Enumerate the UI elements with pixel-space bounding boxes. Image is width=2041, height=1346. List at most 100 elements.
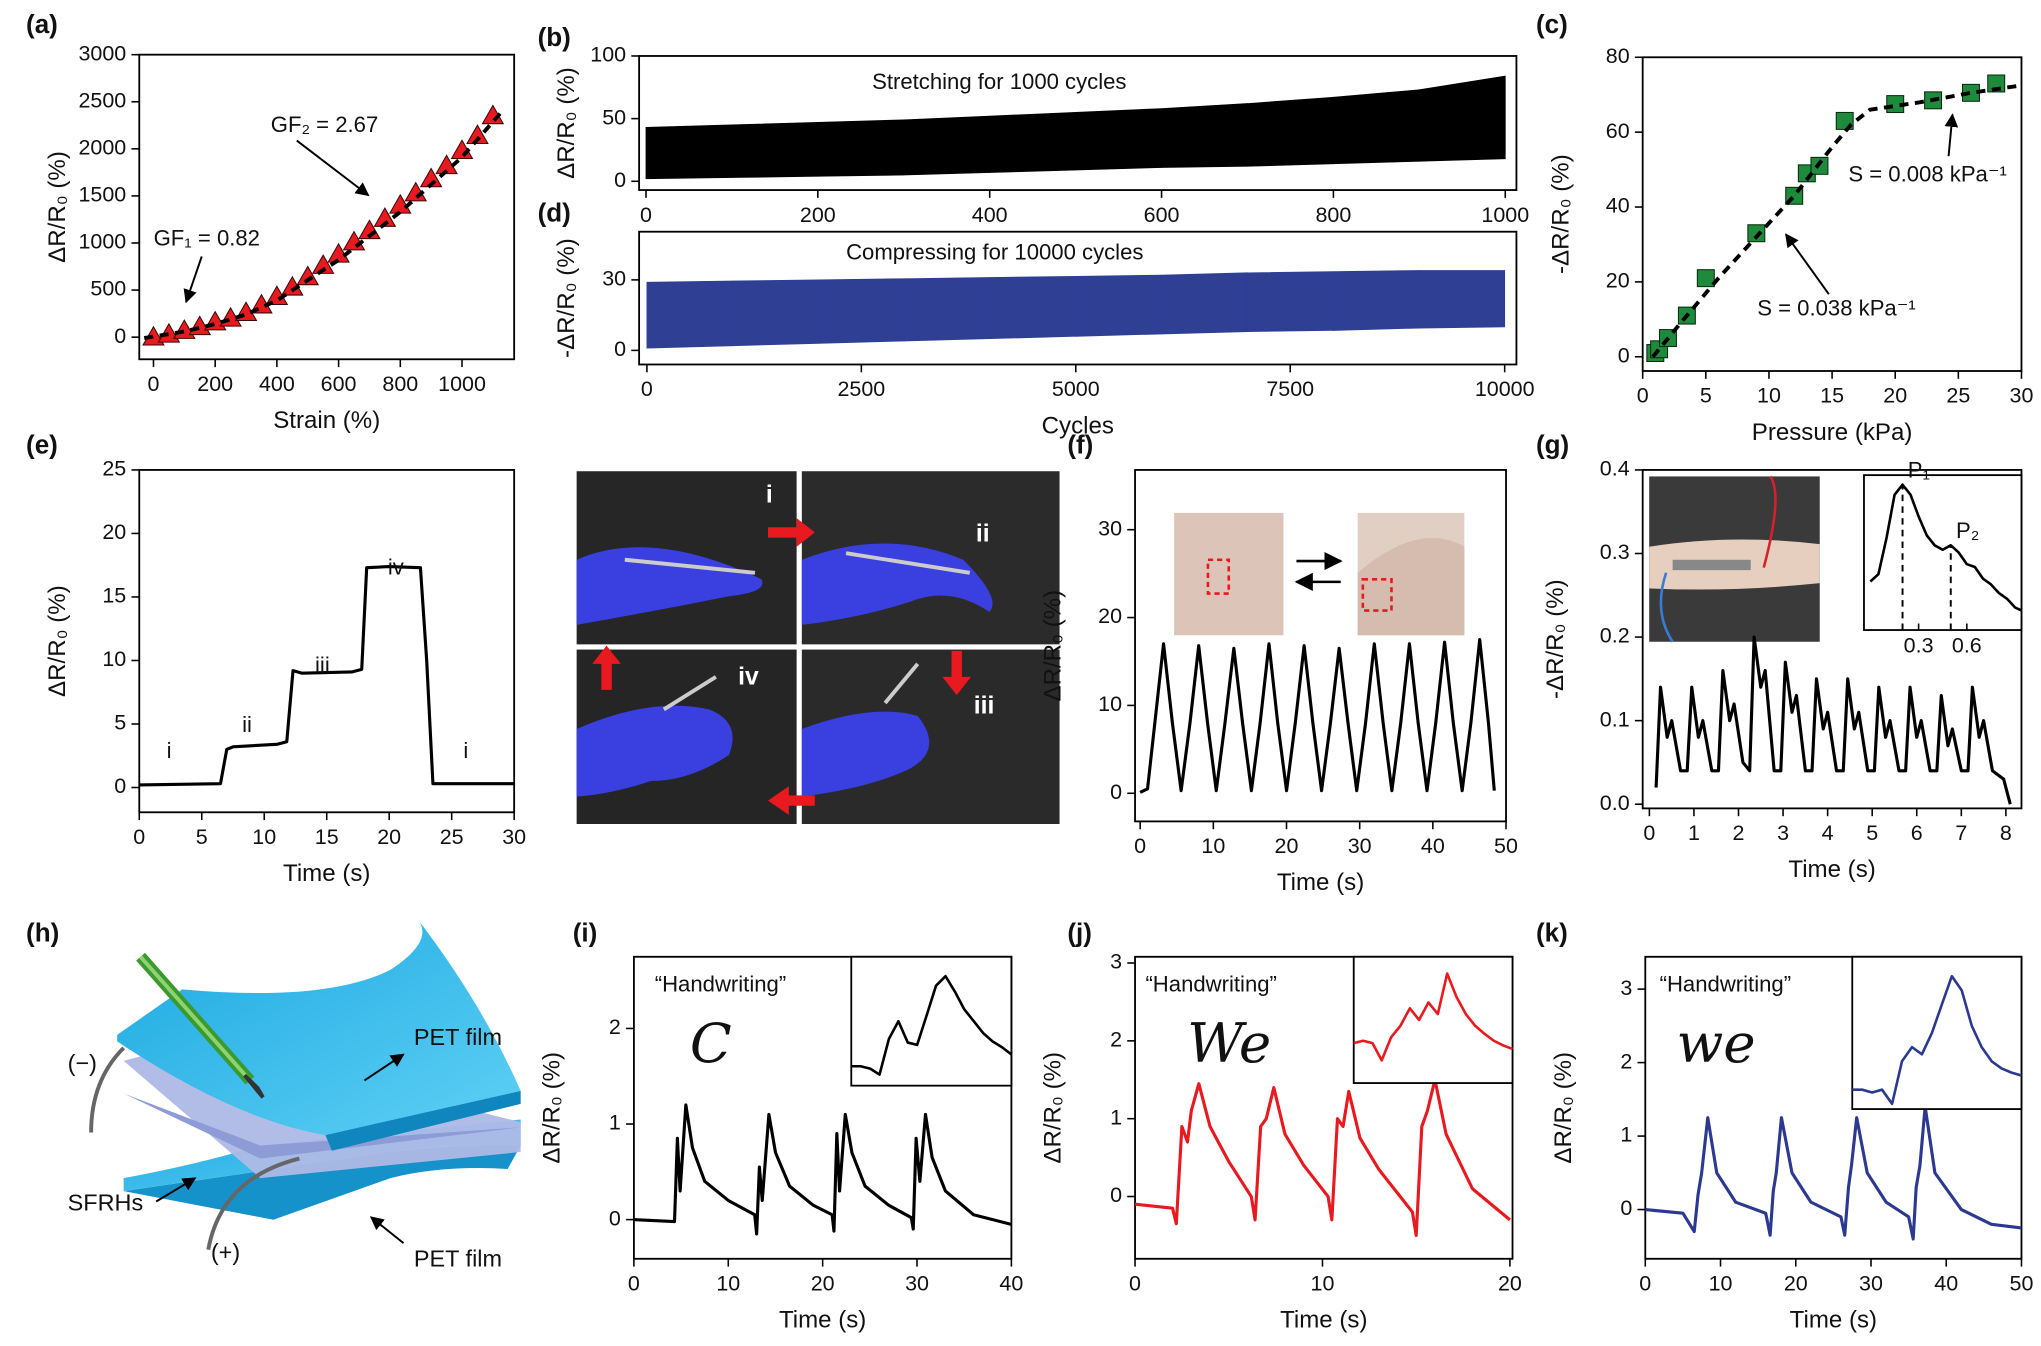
x-tick-label: 0: [147, 372, 159, 396]
y-tick-label: 50: [602, 105, 626, 129]
x-tick-label: 0: [1129, 1271, 1141, 1295]
annotation-arrow: [183, 256, 203, 304]
data-line: [1645, 1105, 2022, 1241]
x-tick-label: 20: [811, 1271, 835, 1295]
y-axis-label: ΔR/R₀ (%): [44, 151, 71, 263]
annotation: GF₁ = 0.82: [154, 225, 260, 250]
plot-frame: [632, 955, 1013, 1260]
inset-frame: [1863, 474, 2023, 631]
x-tick-label: 0: [1637, 384, 1649, 408]
electrode-wire: [206, 1156, 300, 1251]
data-point: [466, 124, 489, 144]
x-tick-label: 40: [999, 1271, 1023, 1295]
wire: [662, 675, 717, 712]
panel-label: (g): [1536, 429, 1569, 459]
x-tick-label: 200: [197, 372, 233, 396]
x-axis-label: Cycles: [1042, 412, 1114, 439]
y-axis-label: ΔR/R₀ (%): [1040, 1052, 1067, 1164]
y-tick-label: 30: [1098, 516, 1122, 540]
x-tick-label: 0: [133, 825, 145, 849]
annotation: Stretching for 1000 cycles: [872, 69, 1126, 94]
panel-label: (j): [1067, 918, 1092, 948]
x-axis-label: Time (s): [1788, 856, 1875, 883]
y-axis-label: ΔR/R₀ (%): [44, 585, 71, 697]
plot-frame: [1134, 469, 1507, 823]
x-tick-label: 10: [252, 825, 276, 849]
handwriting: C: [690, 1011, 732, 1075]
x-tick-label: 600: [321, 372, 357, 396]
y-tick-label: 2500: [78, 88, 126, 112]
signal-envelope: [1418, 270, 1506, 329]
y-tick-label: 20: [1606, 269, 1630, 293]
plot-area: [1135, 1078, 1511, 1238]
x-tick-label: 20: [1498, 1271, 1522, 1295]
x-tick-label: 0: [641, 377, 653, 401]
y-tick-label: 5: [114, 711, 126, 735]
x-tick-label: 7500: [1266, 377, 1314, 401]
signal-envelope: [1333, 89, 1420, 165]
x-tick-label: 600: [1144, 203, 1180, 227]
x-tick-label: 1000: [1481, 203, 1529, 227]
plot-area: [139, 564, 515, 787]
annotation: “Handwriting”: [655, 971, 786, 996]
x-tick-label: 40: [1421, 834, 1445, 858]
panel-label: (e): [26, 429, 58, 459]
y-tick-label: 0.0: [1600, 791, 1630, 815]
y-tick-label: 3: [1620, 976, 1632, 1000]
y-tick-label: 100: [590, 43, 626, 67]
x-tick-label: 20: [1784, 1271, 1808, 1295]
signal-envelope: [989, 111, 1077, 173]
x-tick-label: 200: [800, 203, 836, 227]
x-axis-label: Pressure (kPa): [1752, 419, 1913, 446]
highlight: [1206, 558, 1231, 595]
x-tick-label: 40: [1934, 1271, 1958, 1295]
pencil: [139, 955, 252, 1082]
x-tick-label: 10: [1757, 384, 1781, 408]
data-line: [1654, 635, 2012, 805]
y-tick-label: 0: [609, 1206, 621, 1230]
annotation: S = 0.008 kPa⁻¹: [1848, 162, 2007, 187]
diagram-label: PET film: [414, 1245, 502, 1271]
arrow: [767, 518, 815, 547]
plot-frame: [1641, 469, 2023, 810]
y-tick-label: 0: [1110, 1183, 1122, 1207]
y-tick-label: 0: [614, 168, 626, 192]
diagram-label: SFRHs: [68, 1189, 143, 1215]
panel-label: (k): [1536, 918, 1568, 948]
x-tick-label: 50: [1494, 834, 1518, 858]
signal-envelope: [1418, 75, 1506, 162]
annotation-arrow: [296, 139, 370, 197]
plot-frame: [638, 230, 1518, 366]
arrow: [363, 1053, 405, 1082]
signal-envelope: [646, 280, 734, 349]
annotation: iii: [315, 652, 330, 677]
wire: [1762, 475, 1777, 568]
x-tick-label: 0: [628, 1271, 640, 1295]
inset-x-tick-label: 0.3: [1904, 634, 1934, 658]
y-axis-label: ΔR/R₀ (%): [553, 67, 580, 179]
panel-label: (b): [538, 22, 571, 52]
y-tick-label: 0: [114, 774, 126, 798]
wire: [624, 557, 756, 575]
signal-envelope: [817, 119, 905, 177]
y-tick-label: 1000: [78, 230, 126, 254]
diagram-label: PET film: [414, 1024, 502, 1050]
pet-film-top: [325, 1090, 521, 1151]
annotation-arrow: [1944, 113, 1959, 157]
photo-label: iv: [738, 664, 759, 691]
wire: [1659, 572, 1674, 643]
data-line: [1135, 1078, 1511, 1238]
y-tick-label: 2: [609, 1015, 621, 1039]
x-tick-label: 20: [377, 825, 401, 849]
sensor: [1672, 559, 1751, 571]
signal-envelope: [1075, 274, 1162, 337]
x-tick-label: 7: [1955, 821, 1967, 845]
x-tick-label: 25: [440, 825, 464, 849]
x-tick-label: 30: [1859, 1271, 1883, 1295]
data-point: [296, 265, 320, 286]
x-tick-label: 10: [1201, 834, 1225, 858]
x-tick-label: 50: [2010, 1271, 2034, 1295]
panel-label: (d): [538, 198, 571, 228]
data-line: [1869, 483, 2023, 612]
highlight: [1361, 577, 1393, 612]
